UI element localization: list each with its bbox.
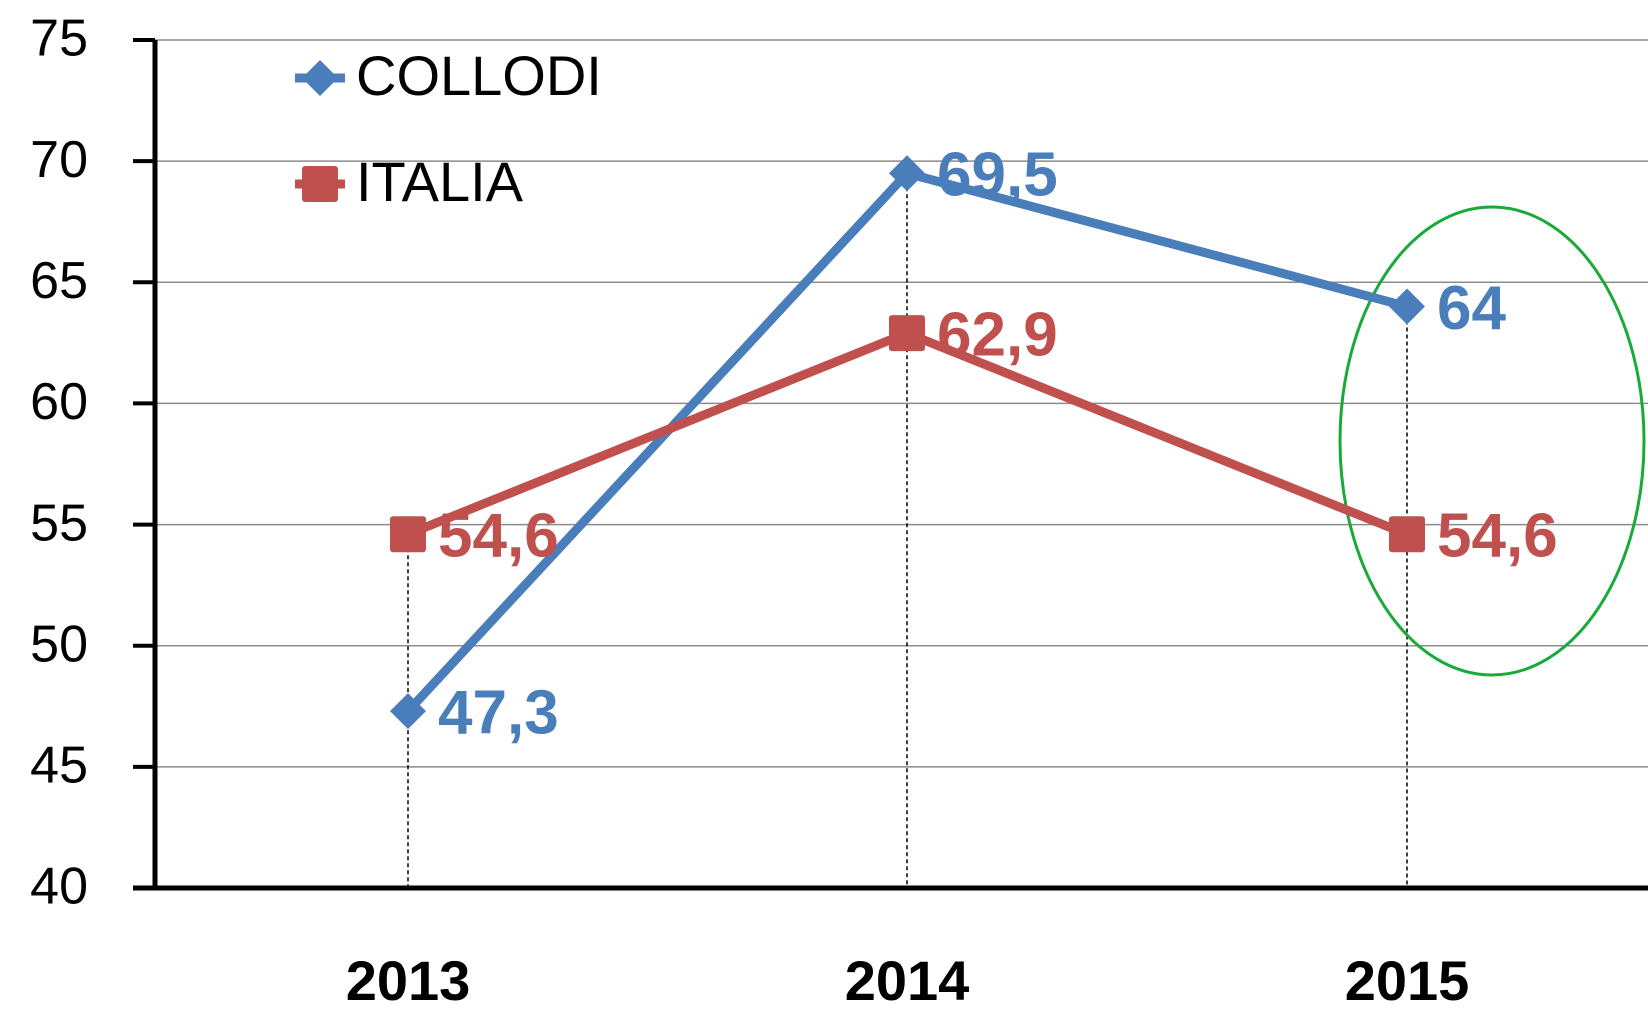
y-tick-label: 50 (30, 615, 88, 673)
data-point (1389, 516, 1425, 553)
y-tick-label: 65 (30, 252, 88, 310)
x-tick-label: 2014 (845, 949, 970, 1009)
data-label: 54,6 (438, 502, 559, 571)
y-tick-label: 45 (30, 737, 88, 795)
y-tick-label: 40 (30, 858, 88, 916)
data-point (1389, 288, 1425, 325)
legend-marker (302, 60, 338, 96)
x-tick-label: 2015 (1345, 949, 1470, 1009)
data-point (889, 315, 925, 352)
x-tick-label: 2013 (346, 949, 471, 1009)
data-label: 47,3 (438, 679, 559, 748)
data-label: 62,9 (937, 301, 1058, 370)
y-tick-label: 60 (30, 373, 88, 431)
legend-label: COLLODI (356, 44, 602, 107)
data-point (390, 516, 426, 553)
legend-marker (302, 166, 338, 202)
y-tick-label: 75 (30, 10, 88, 68)
data-label: 69,5 (937, 141, 1058, 210)
data-label: 64 (1437, 274, 1506, 343)
legend-label: ITALIA (356, 150, 524, 213)
data-point (390, 693, 426, 730)
data-point (889, 155, 925, 192)
highlight-ellipse (1338, 205, 1646, 677)
y-tick-label: 55 (30, 494, 88, 552)
data-label: 54,6 (1437, 502, 1558, 571)
y-tick-label: 70 (30, 131, 88, 189)
